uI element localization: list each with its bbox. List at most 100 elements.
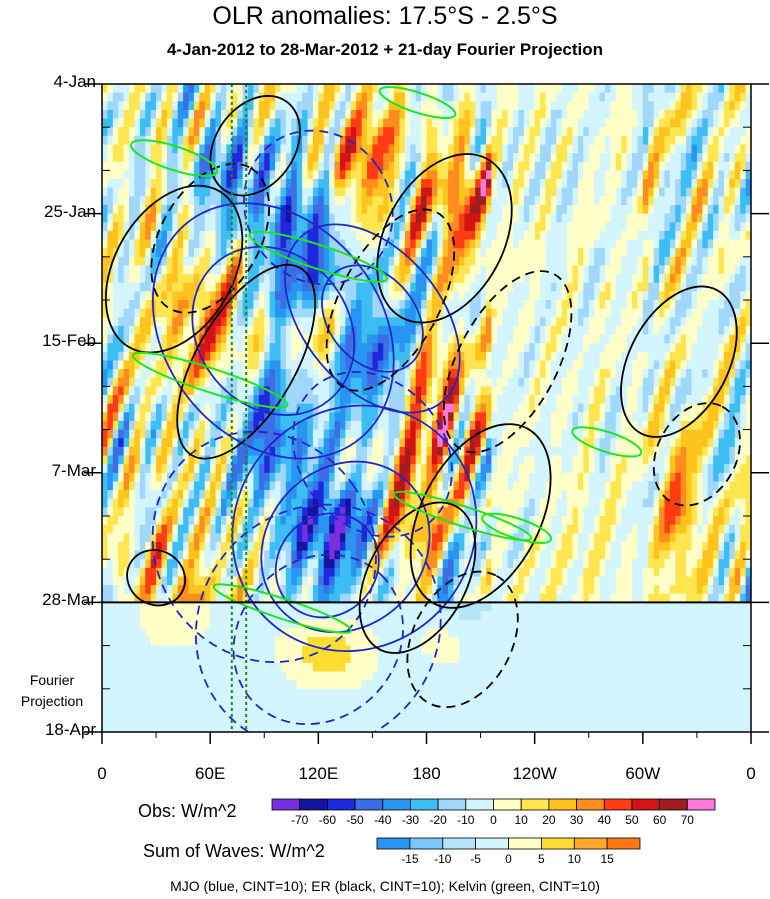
field-cell: [145, 369, 152, 379]
field-cell: [394, 325, 401, 336]
field-cell: [345, 300, 352, 310]
field-cell: [502, 369, 509, 379]
field-cell: [361, 222, 368, 232]
field-cell: [134, 196, 141, 206]
field-cell: [307, 101, 314, 111]
field-cell: [491, 343, 498, 353]
field-cell: [410, 403, 417, 413]
field-cell: [729, 196, 736, 206]
field-cell: [491, 92, 498, 102]
field-cell: [275, 213, 282, 223]
field-cell: [507, 395, 514, 405]
field-cell: [431, 101, 438, 111]
field-cell: [686, 204, 693, 215]
field-cell: [345, 334, 352, 344]
field-cell: [599, 291, 606, 301]
field-cell: [112, 222, 119, 232]
field-cell: [653, 144, 660, 154]
field-cell: [177, 101, 184, 111]
field-cell: [642, 179, 649, 189]
field-cell: [291, 118, 298, 128]
field-cell: [615, 118, 622, 128]
field-cell: [675, 84, 682, 94]
field-cell: [291, 308, 298, 318]
field-cell: [204, 179, 211, 189]
field-cell: [594, 395, 601, 405]
field-cell: [145, 377, 152, 387]
field-cell: [199, 187, 206, 197]
field-cell: [112, 92, 119, 102]
field-cell: [453, 265, 460, 275]
field-cell: [610, 84, 617, 94]
field-cell: [464, 127, 471, 137]
field-cell: [550, 265, 557, 275]
field-cell: [150, 118, 157, 128]
field-cell: [534, 274, 541, 284]
field-cell: [740, 230, 747, 241]
field-cell: [145, 248, 152, 258]
field-cell: [458, 239, 465, 249]
field-cell: [145, 438, 152, 448]
field-cell: [248, 204, 255, 215]
field-cell: [718, 92, 725, 102]
field-cell: [215, 420, 222, 431]
field-cell: [572, 92, 579, 102]
field-cell: [496, 403, 503, 413]
field-cell: [729, 369, 736, 379]
field-cell: [561, 170, 568, 180]
field-cell: [502, 317, 509, 327]
field-cell: [448, 317, 455, 327]
field-cell: [421, 265, 428, 275]
field-cell: [485, 127, 492, 137]
field-cell: [615, 109, 622, 120]
field-cell: [258, 161, 265, 171]
field-cell: [350, 265, 357, 275]
field-cell: [431, 317, 438, 327]
field-cell: [572, 291, 579, 301]
field-cell: [253, 170, 260, 180]
field-cell: [139, 170, 146, 180]
field-cell: [534, 127, 541, 137]
field-cell: [475, 420, 482, 431]
field-cell: [637, 351, 644, 362]
field-cell: [307, 204, 314, 215]
field-cell: [361, 239, 368, 249]
field-cell: [480, 386, 487, 396]
field-cell: [150, 438, 157, 448]
field-cell: [302, 135, 309, 146]
field-cell: [204, 429, 211, 439]
field-cell: [166, 153, 173, 163]
field-cell: [215, 118, 222, 128]
field-cell: [583, 239, 590, 249]
field-cell: [280, 300, 287, 310]
field-cell: [637, 170, 644, 180]
field-cell: [361, 317, 368, 327]
field-cell: [264, 213, 271, 223]
field-cell: [740, 274, 747, 284]
field-cell: [323, 204, 330, 215]
field-cell: [680, 429, 687, 439]
field-cell: [199, 204, 206, 215]
field-cell: [686, 127, 693, 137]
field-cell: [734, 170, 741, 180]
field-cell: [583, 351, 590, 362]
field-cell: [231, 317, 238, 327]
field-cell: [177, 369, 184, 379]
field-cell: [193, 274, 200, 284]
field-cell: [534, 248, 541, 258]
field-cell: [129, 196, 136, 206]
field-cell: [183, 153, 190, 163]
field-cell: [318, 204, 325, 215]
field-cell: [150, 170, 157, 180]
field-cell: [577, 325, 584, 336]
field-cell: [394, 239, 401, 249]
field-cell: [702, 369, 709, 379]
field-cell: [637, 179, 644, 189]
field-cell: [437, 343, 444, 353]
field-cell: [691, 369, 698, 379]
field-cell: [372, 161, 379, 171]
field-cell: [145, 403, 152, 413]
field-cell: [686, 109, 693, 120]
field-cell: [653, 403, 660, 413]
field-cell: [567, 109, 574, 120]
